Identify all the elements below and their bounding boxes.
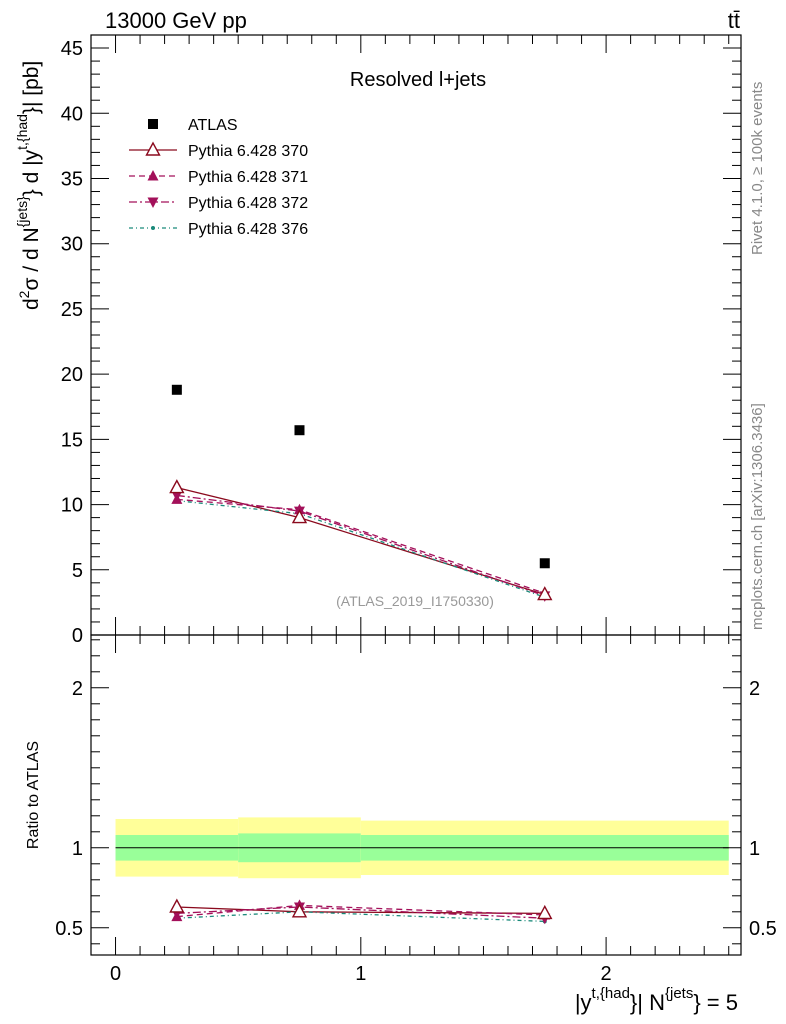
ratio-series-group <box>169 898 553 925</box>
series-1-point <box>537 586 553 601</box>
x-axis-label: |yt,{had}| N{jets} = 5 <box>575 985 738 1015</box>
ylabel-mid: } d |y <box>20 149 43 196</box>
xlabel-sup2: {jets <box>665 985 693 1002</box>
ratio-y-axis-label: Ratio to ATLAS <box>25 741 42 849</box>
legend-label: Pythia 6.428 376 <box>188 221 308 238</box>
ratio-y-tick-label: 2 <box>72 678 83 700</box>
legend-marker-3 <box>147 197 159 208</box>
x-tick-label: 2 <box>601 963 612 985</box>
y-tick-label: 45 <box>61 38 83 60</box>
ratio-y-tick-label-right: 2 <box>749 678 760 700</box>
ratio-frame <box>90 634 742 956</box>
y-tick-label: 5 <box>72 560 83 582</box>
legend-label: Pythia 6.428 372 <box>188 195 308 212</box>
xlabel-mid: }| N <box>630 990 665 1015</box>
legend-marker-2 <box>147 170 159 181</box>
ylabel-d: d <box>20 298 43 310</box>
xlabel-sup1: t,{had <box>592 985 630 1002</box>
ratio-series-1-point <box>537 904 553 920</box>
legend-marker-atlas <box>148 119 158 129</box>
ratio-panel: 0.5 0.5 1 1 2 2 0 1 2 Ratio to ATLAS |yt,{had}| … <box>25 634 777 1015</box>
y-tick-label: 0 <box>72 625 83 647</box>
ratio-y-tick-label-right: 1 <box>749 838 760 860</box>
main-panel: 0 5 10 15 20 25 30 35 40 45 Resolved l+jets (ATLA… <box>14 34 742 647</box>
ylabel-end: }| [pb] <box>20 61 43 114</box>
y-tick-label: 30 <box>61 234 83 256</box>
legend-marker-1 <box>145 141 161 156</box>
y-tick-label: 25 <box>61 299 83 321</box>
ylabel-sup2: {jets} <box>14 196 30 227</box>
ratio-bands <box>115 817 729 879</box>
chart-title: Resolved l+jets <box>350 69 486 91</box>
ylabel-sup1: 2 <box>16 290 32 298</box>
header-process-label: tt̄ <box>728 8 740 33</box>
main-y-axis-label: d2σ / d N{jets}} d |yt,{had}| [pb] <box>14 61 43 310</box>
y-tick-label: 15 <box>61 429 83 451</box>
ratio-series-2-point <box>171 910 183 922</box>
legend: ATLAS Pythia 6.428 370 Pythia 6.428 371 Pyt… <box>129 117 308 238</box>
series-line-2 <box>176 498 545 594</box>
y-tick-label: 35 <box>61 168 83 190</box>
mcplots-label: mcplots.cern.ch [arXiv:1306.3436] <box>749 403 766 630</box>
xlabel-end: } = 5 <box>693 990 738 1015</box>
main-axis-ticks: 0 5 10 15 20 25 30 35 40 45 <box>61 34 741 647</box>
y-tick-label: 40 <box>61 103 83 125</box>
legend-marker-4 <box>151 226 155 230</box>
atlas-data-point <box>539 558 550 569</box>
series-1-point <box>169 479 185 494</box>
series-2-point <box>293 503 305 515</box>
series-line-4 <box>176 500 545 598</box>
legend-label: Pythia 6.428 371 <box>188 169 308 186</box>
x-tick-label: 0 <box>110 963 121 985</box>
series-1-point <box>291 509 308 524</box>
x-tick-label: 1 <box>355 963 366 985</box>
atlas-data-point <box>171 384 182 395</box>
ylabel-sigma: σ / d N <box>20 227 43 290</box>
y-tick-label: 20 <box>61 364 83 386</box>
ylabel-sup3: t,{had <box>14 114 30 150</box>
legend-label: ATLAS <box>188 117 238 134</box>
ratio-axis-ticks: 0.5 0.5 1 1 2 2 0 1 2 <box>55 635 777 985</box>
legend-label: Pythia 6.428 370 <box>188 143 308 160</box>
xlabel-pre: |y <box>575 990 592 1015</box>
series-line-3 <box>176 494 545 597</box>
y-tick-label: 10 <box>61 495 83 517</box>
main-series-group <box>169 384 553 602</box>
series-2-point <box>171 493 183 504</box>
ratio-series-1-point <box>169 898 185 913</box>
rivet-version-label: Rivet 4.1.0, ≥ 100k events <box>749 82 766 255</box>
ratio-y-tick-label: 0.5 <box>55 918 83 940</box>
ratio-series-1-point <box>291 903 308 918</box>
ratio-y-tick-label: 1 <box>72 838 83 860</box>
analysis-label: (ATLAS_2019_I1750330) <box>336 593 494 609</box>
ratio-y-tick-label-right: 0.5 <box>749 918 777 940</box>
header-energy-label: 13000 GeV pp <box>105 8 247 33</box>
atlas-data-point <box>294 425 305 436</box>
